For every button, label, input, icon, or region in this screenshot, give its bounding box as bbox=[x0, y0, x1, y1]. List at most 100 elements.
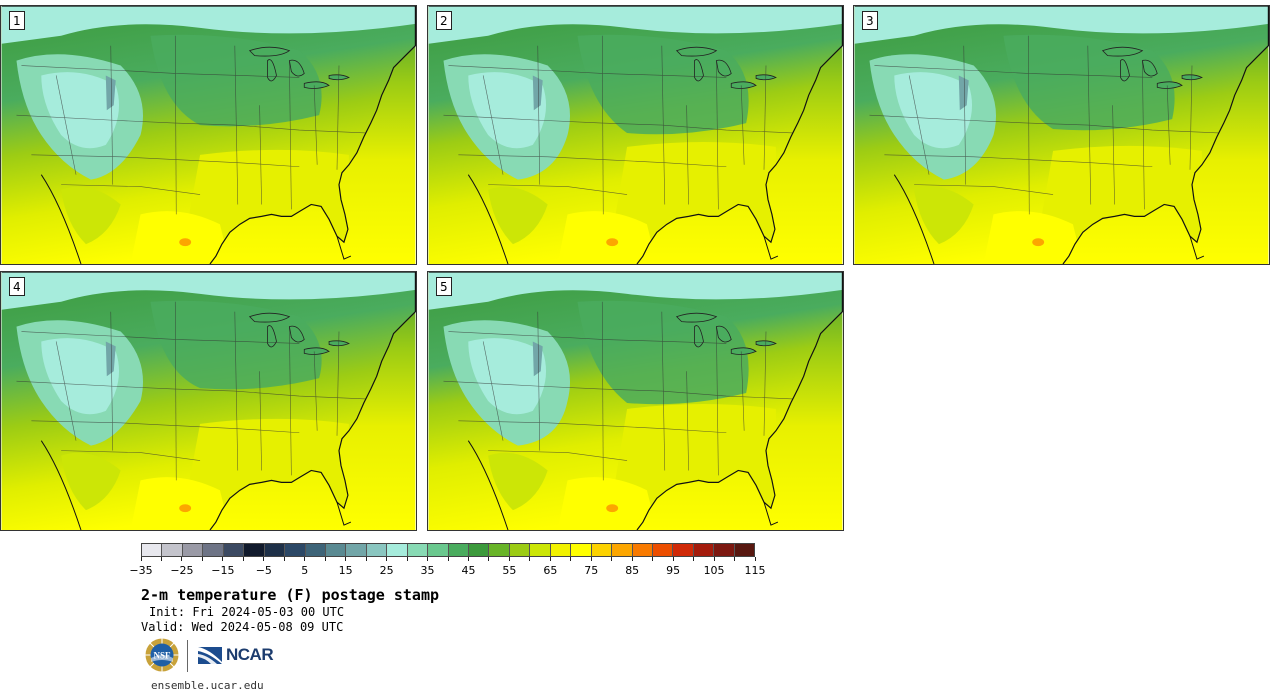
state-boundary bbox=[763, 331, 767, 436]
great-lake bbox=[1120, 59, 1130, 82]
great-lake bbox=[267, 59, 277, 82]
state-boundary bbox=[16, 380, 369, 400]
hot-spot bbox=[179, 238, 192, 247]
map-panel-3: 3 bbox=[853, 5, 1270, 265]
colorbar-swatch bbox=[264, 544, 286, 556]
colorbar-tick bbox=[529, 557, 531, 561]
mountain-cold-core bbox=[468, 338, 547, 415]
state-boundary bbox=[740, 85, 745, 165]
colorbar-tick bbox=[324, 557, 326, 561]
colorbar-tick bbox=[406, 557, 408, 561]
hot-spot bbox=[606, 238, 619, 247]
state-boundary bbox=[601, 301, 604, 481]
desert-warm bbox=[61, 452, 121, 511]
colorbar-swatch bbox=[652, 544, 674, 556]
temperature-map bbox=[1, 6, 416, 264]
logo-divider bbox=[187, 640, 188, 672]
great-lake bbox=[267, 325, 277, 348]
baja-coast bbox=[467, 174, 509, 264]
plains-green bbox=[150, 34, 322, 127]
panel-label: 5 bbox=[436, 277, 452, 296]
great-lake bbox=[303, 347, 330, 355]
colorbar-tick bbox=[263, 557, 265, 561]
colorbar-swatch bbox=[693, 544, 715, 556]
colorbar-tick bbox=[590, 557, 592, 561]
state-boundary bbox=[1027, 35, 1030, 215]
great-lake bbox=[303, 81, 330, 89]
colorbar-tick bbox=[160, 557, 162, 561]
state-boundary bbox=[16, 114, 369, 134]
state-boundary bbox=[763, 65, 767, 170]
colorbar-swatch bbox=[285, 544, 306, 556]
state-boundary bbox=[313, 351, 318, 431]
texas-hot bbox=[557, 211, 657, 264]
state-boundary bbox=[1112, 105, 1115, 205]
colorbar-swatch bbox=[366, 544, 388, 556]
desert-warm bbox=[488, 452, 548, 511]
colorbar-swatch bbox=[714, 544, 735, 556]
mountain-cold-core bbox=[41, 72, 120, 149]
map-panel-1: 1 bbox=[0, 5, 417, 265]
colorbar-tick-label: 105 bbox=[703, 564, 725, 577]
state-boundary bbox=[55, 75, 77, 175]
colorbar-swatch bbox=[387, 544, 408, 556]
plains-green bbox=[577, 34, 749, 135]
state-boundary bbox=[686, 105, 689, 205]
great-lake bbox=[675, 312, 718, 323]
state-boundary bbox=[234, 311, 239, 471]
state-boundary bbox=[1087, 45, 1092, 205]
panel-label: 2 bbox=[436, 11, 452, 30]
colorbar-tick bbox=[713, 557, 715, 561]
state-boundary bbox=[740, 351, 745, 431]
map-panel-4: 4 bbox=[0, 271, 417, 531]
colorbar-tick-label: 35 bbox=[420, 564, 435, 577]
florida-coast bbox=[1189, 236, 1205, 260]
mountain-cold-core bbox=[894, 72, 973, 149]
texas-hot bbox=[983, 211, 1083, 264]
colorbar-tick-label: 45 bbox=[461, 564, 476, 577]
colorbar-swatch bbox=[632, 544, 653, 556]
desert-warm bbox=[914, 186, 974, 245]
colorbar-tick bbox=[754, 557, 756, 561]
colorbar-tick-label: −15 bbox=[211, 564, 235, 577]
high-peaks bbox=[532, 341, 543, 377]
ncar-mark-icon bbox=[198, 647, 222, 664]
nsf-logo-text: NSF bbox=[153, 651, 171, 661]
colorbar-tick bbox=[222, 557, 224, 561]
colorbar-swatch bbox=[673, 544, 694, 556]
florida-coast bbox=[336, 236, 352, 260]
colorbar-swatch bbox=[203, 544, 224, 556]
state-boundary bbox=[488, 184, 628, 195]
great-lake bbox=[288, 59, 305, 77]
panel-label: 3 bbox=[862, 11, 878, 30]
colorbar-tick-label: 75 bbox=[584, 564, 599, 577]
colorbar-swatch bbox=[305, 544, 326, 556]
colorbar-swatch bbox=[142, 544, 163, 556]
colorbar-tick-label: 115 bbox=[744, 564, 766, 577]
state-boundary bbox=[1189, 65, 1193, 170]
state-boundary bbox=[443, 114, 796, 134]
state-boundary bbox=[601, 35, 604, 215]
colorbar-tick bbox=[345, 557, 347, 561]
great-lake bbox=[675, 46, 718, 57]
cold-band bbox=[428, 6, 843, 44]
state-boundary bbox=[174, 35, 177, 215]
florida-coast bbox=[336, 502, 352, 526]
temperature-colorbar bbox=[141, 543, 755, 557]
state-boundary bbox=[1142, 60, 1145, 210]
coastline bbox=[428, 272, 843, 530]
state-boundary bbox=[336, 65, 340, 170]
colorbar-tick bbox=[508, 557, 510, 561]
colorbar-tick-label: 15 bbox=[338, 564, 353, 577]
temperature-map bbox=[1, 272, 416, 530]
colorbar-tick bbox=[693, 557, 695, 561]
state-boundary bbox=[289, 326, 292, 476]
great-lake bbox=[1156, 81, 1183, 89]
colorbar-tick bbox=[201, 557, 203, 561]
coastline bbox=[1, 6, 416, 264]
colorbar-tick bbox=[386, 557, 388, 561]
init-time: Init: Fri 2024-05-03 00 UTC bbox=[149, 605, 345, 619]
great-lake bbox=[288, 325, 305, 343]
temperature-map bbox=[428, 272, 843, 530]
state-boundary bbox=[110, 45, 114, 185]
